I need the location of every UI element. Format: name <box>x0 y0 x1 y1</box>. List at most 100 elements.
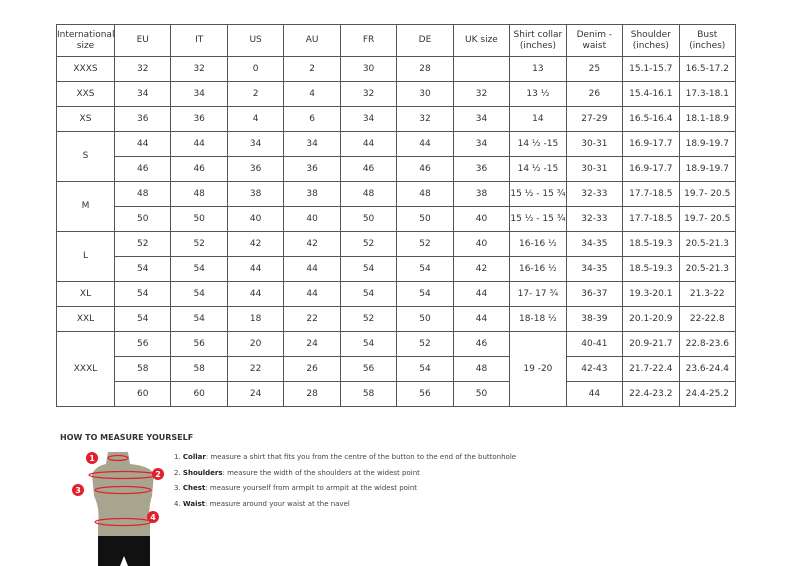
table-cell: 26 <box>565 81 624 107</box>
marker-2: 2 <box>152 468 164 480</box>
table-cell: 44 <box>113 131 172 157</box>
table-cell: 38 <box>226 181 285 207</box>
table-cell: 28 <box>396 56 454 82</box>
table-cell: 60 <box>113 381 172 407</box>
table-cell: 14 <box>509 106 567 132</box>
table-cell: 50 <box>396 306 454 332</box>
table-cell: 50 <box>170 206 228 232</box>
table-cell: 16.9-17.7 <box>622 131 680 157</box>
table-row: XXS 34 34 2 4 32 30 32 13 ½ 26 15.4-16.1 17.3-18.1 <box>56 81 737 107</box>
table-cell: 20.1-20.9 <box>622 306 680 332</box>
table-cell: 52 <box>170 231 228 257</box>
table-cell: 0 <box>226 56 285 82</box>
table-cell: 17.7-18.5 <box>622 206 680 232</box>
table-cell: 50 <box>113 206 172 232</box>
table-row: 58 58 22 26 56 54 48 42-43 21.7-22.4 23.6-24.4 <box>57 356 737 382</box>
table-cell: 46 <box>113 156 172 182</box>
table-cell: 22-22.8 <box>678 306 737 332</box>
table-row: L 52 52 42 42 52 52 40 16-16 ½ 34-35 18.5-19.3 20.5… <box>56 231 737 282</box>
table-row: XL 54 54 44 44 54 54 44 17- 17 ¾ 36-37 19.3-20.1 21… <box>56 281 737 307</box>
size-cell: XXL <box>56 306 115 332</box>
table-cell: 58 <box>170 356 228 382</box>
table-cell: 16.9-17.7 <box>622 156 680 182</box>
table-row: S 44 44 34 34 44 44 34 14 ½ -15 30-31 16.9-17.7 18.… <box>56 131 737 182</box>
svg-text:4: 4 <box>150 513 156 522</box>
table-cell: 27-29 <box>565 106 624 132</box>
table-cell: 16.5-17.2 <box>678 56 737 82</box>
table-cell: 46 <box>452 331 511 357</box>
table-cell: 46 <box>396 156 454 182</box>
table-cell: 4 <box>226 106 285 132</box>
column-header: Denim - waist <box>565 24 624 57</box>
table-cell: 58 <box>113 356 172 382</box>
measure-guide-title: HOW TO MEASURE YOURSELF <box>60 433 194 442</box>
table-cell: 56 <box>170 331 228 357</box>
torso-shape <box>92 452 154 538</box>
table-cell: 36 <box>170 106 228 132</box>
table-cell: 18.5-19.3 <box>622 256 680 282</box>
table-cell: 40 <box>226 206 285 232</box>
column-header: IT <box>170 24 228 57</box>
size-cell: XXXS <box>56 56 115 82</box>
table-cell: 54 <box>396 281 454 307</box>
table-cell: 48 <box>396 181 454 207</box>
table-cell: 32 <box>113 56 172 82</box>
table-cell: 40 <box>283 206 341 232</box>
step-chest: 3. Chest: measure yourself from armpit t… <box>174 484 418 492</box>
table-cell: 50 <box>339 206 398 232</box>
marker-1: 1 <box>86 452 98 464</box>
table-cell: 46 <box>339 156 398 182</box>
table-cell: 56 <box>396 381 454 407</box>
table-cell: 13 <box>509 56 567 82</box>
table-cell: 30 <box>339 56 398 82</box>
table-cell: 32 <box>396 106 454 132</box>
table-row: XS 36 36 4 6 34 32 34 14 27-29 16.5-16.4 18.1-18.9 <box>56 106 737 132</box>
table-cell: 54 <box>339 256 398 282</box>
table-cell: 30-31 <box>565 131 624 157</box>
table-cell: 24 <box>283 331 341 357</box>
table-cell: 30 <box>396 81 454 107</box>
table-cell: 34 <box>113 81 172 107</box>
table-cell: 32-33 <box>565 206 624 232</box>
table-cell: 13 ½ <box>509 81 567 107</box>
column-header: DE <box>396 24 454 57</box>
table-cell: 23.6-24.4 <box>678 356 737 382</box>
table-cell: 18-18 ½ <box>509 306 567 332</box>
table-cell: 54 <box>339 331 398 357</box>
table-cell: 50 <box>452 381 511 407</box>
table-cell: 25 <box>565 56 624 82</box>
column-header: AU <box>283 24 341 57</box>
svg-text:1: 1 <box>89 454 95 463</box>
table-cell: 38 <box>283 181 341 207</box>
table-cell: 34 <box>283 131 341 157</box>
table-cell: 32 <box>452 81 511 107</box>
table-cell: 56 <box>339 356 398 382</box>
table-cell: 54 <box>170 281 228 307</box>
table-cell: 56 <box>113 331 172 357</box>
table-cell: 44 <box>565 381 624 407</box>
table-cell: 44 <box>226 256 285 282</box>
table-cell: 14 ½ -15 <box>509 131 567 157</box>
table-cell: 48 <box>339 181 398 207</box>
table-cell: 40 <box>452 206 511 232</box>
table-cell: 22 <box>226 356 285 382</box>
column-header: FR <box>339 24 398 57</box>
column-header: EU <box>113 24 172 57</box>
table-cell: 36 <box>283 156 341 182</box>
table-cell: 60 <box>170 381 228 407</box>
table-cell: 20.9-21.7 <box>622 331 680 357</box>
table-cell: 14 ½ -15 <box>509 156 567 182</box>
table-cell: 54 <box>113 281 172 307</box>
marker-3: 3 <box>72 484 84 496</box>
table-cell: 20 <box>226 331 285 357</box>
table-cell: 58 <box>339 381 398 407</box>
table-cell: 42-43 <box>565 356 624 382</box>
table-cell: 17- 17 ¾ <box>509 281 567 307</box>
table-row: XXXL 56 56 20 24 54 52 46 19 -20 40-41 20.9-21.7 22… <box>56 331 737 407</box>
table-cell: 16-16 ½ <box>509 231 567 257</box>
table-cell: 44 <box>283 281 341 307</box>
table-cell: 15.4-16.1 <box>622 81 680 107</box>
table-row: XXL 54 54 18 22 52 50 44 18-18 ½ 38-39 20.1-20.9 22… <box>56 306 737 332</box>
table-row: M 48 48 38 38 48 48 38 15 ½ - 15 ¾ 32-33 17.7-18.5… <box>56 181 737 232</box>
table-cell: 21.3-22 <box>678 281 737 307</box>
